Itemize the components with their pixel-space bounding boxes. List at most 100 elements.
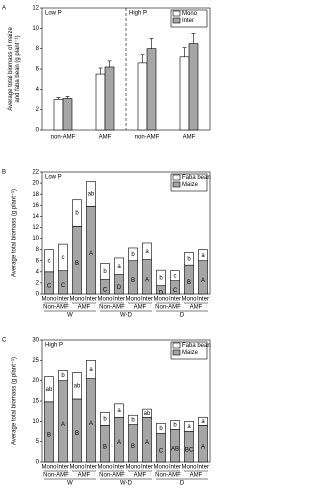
bar-segment xyxy=(128,414,138,425)
x-tick-label: Inter xyxy=(141,297,153,303)
significance-letter: B xyxy=(103,444,107,450)
water-label: W xyxy=(67,481,73,487)
x-tick-label: Inter xyxy=(113,465,125,471)
y-tick-label: 12 xyxy=(32,6,39,12)
significance-letter: b xyxy=(173,423,177,429)
bar xyxy=(146,48,157,131)
x-tick-label: Inter xyxy=(169,297,181,303)
significance-letter: a xyxy=(89,367,93,373)
bar-segment xyxy=(198,249,208,262)
water-label: W xyxy=(67,313,73,319)
significance-letter: a xyxy=(145,249,149,255)
legend-label: Inter xyxy=(182,18,194,24)
significance-letter: ab xyxy=(46,387,53,393)
significance-letter: C xyxy=(159,448,164,454)
y-tick-label: 15 xyxy=(32,399,39,405)
legend-swatch xyxy=(172,181,181,188)
significance-letter: a xyxy=(201,419,205,425)
treatment-label: AMF xyxy=(190,305,203,311)
bar xyxy=(53,99,64,131)
y-tick-label: 8 xyxy=(36,247,40,253)
water-label: W-D xyxy=(120,313,133,319)
bar xyxy=(95,73,106,131)
y-tick-label: 8 xyxy=(36,46,40,52)
treatment-label: AMF xyxy=(78,305,91,311)
legend-label: Faba bean xyxy=(182,175,211,181)
panel-label: C xyxy=(2,338,7,344)
significance-letter: c xyxy=(48,258,51,264)
legend-label: Mono xyxy=(182,11,198,17)
x-tick-label: Inter xyxy=(113,297,125,303)
x-tick-label: Inter xyxy=(169,465,181,471)
bar-segment xyxy=(170,270,180,281)
y-tick-label: 22 xyxy=(32,170,39,176)
y-tick-label: 4 xyxy=(36,269,40,275)
significance-letter: b xyxy=(103,269,107,275)
legend-label: Faba bean xyxy=(182,343,211,349)
x-tick-label: non-AMF xyxy=(135,135,160,141)
bar-segment xyxy=(58,370,68,381)
bar xyxy=(179,56,190,131)
water-label: D xyxy=(180,481,185,487)
legend-swatch xyxy=(172,349,181,356)
y-tick-label: 6 xyxy=(36,258,40,264)
bar-segment xyxy=(156,269,166,286)
significance-letter: AB xyxy=(171,446,179,452)
x-tick-label: Inter xyxy=(141,465,153,471)
x-tick-label: Mono xyxy=(69,297,85,303)
significance-letter: A xyxy=(201,444,205,450)
bar-segment xyxy=(100,263,110,280)
bar-segment xyxy=(114,403,124,418)
y-tick-label: 10 xyxy=(32,236,39,242)
bar-segment xyxy=(142,408,152,418)
significance-letter: b xyxy=(103,416,107,422)
bar-segment xyxy=(142,242,152,260)
significance-letter: b xyxy=(61,373,65,379)
significance-letter: C xyxy=(61,283,66,289)
x-tick-label: Mono xyxy=(125,297,141,303)
bar-segment xyxy=(128,247,138,262)
y-tick-label: 20 xyxy=(32,181,39,187)
significance-letter: C xyxy=(47,283,52,289)
y-tick-label: 18 xyxy=(32,192,39,198)
treatment-label: AMF xyxy=(134,305,147,311)
significance-letter: ab xyxy=(74,383,81,389)
significance-letter: c xyxy=(62,255,65,261)
bar xyxy=(104,66,115,131)
x-tick-label: Mono xyxy=(97,297,113,303)
significance-letter: D xyxy=(159,290,164,296)
x-tick-label: AMF xyxy=(183,135,196,141)
y-tick-label: 6 xyxy=(36,67,40,73)
bar-segment xyxy=(184,421,194,432)
significance-letter: b xyxy=(159,275,163,281)
significance-letter: ab xyxy=(88,191,95,197)
significance-letter: B xyxy=(187,280,191,286)
significance-letter: b xyxy=(131,252,135,258)
significance-letter: b xyxy=(75,211,79,217)
water-label: D xyxy=(180,313,185,319)
significance-letter: B xyxy=(75,431,79,437)
x-tick-label: Inter xyxy=(197,297,209,303)
y-axis-label: and faba bean (g plant⁻¹) xyxy=(15,35,21,102)
bar-segment xyxy=(198,416,208,426)
x-tick-label: Mono xyxy=(97,465,113,471)
significance-letter: A xyxy=(89,421,93,427)
bar-segment xyxy=(86,181,96,207)
x-tick-label: Mono xyxy=(153,465,169,471)
panel-label: A xyxy=(2,6,6,12)
significance-letter: B xyxy=(131,444,135,450)
panel-label: B xyxy=(2,170,6,176)
y-tick-label: 16 xyxy=(32,203,39,209)
y-tick-label: 5 xyxy=(36,439,40,445)
significance-letter: a xyxy=(117,264,121,270)
bar-segment xyxy=(72,199,82,227)
x-tick-label: non-AMF xyxy=(51,135,76,141)
figure: A 0 2 4 6 8 10 12 Average total biomass of maize… xyxy=(2,6,211,487)
y-tick-label: 20 xyxy=(32,378,39,384)
treatment-label: Non-AMF xyxy=(155,305,181,311)
significance-letter: B xyxy=(75,261,79,267)
significance-letter: A xyxy=(89,251,93,257)
y-axis-label: Average total biomass (g plant⁻¹) xyxy=(12,357,18,445)
x-tick-label: Mono xyxy=(41,465,57,471)
x-tick-label: Mono xyxy=(181,297,197,303)
